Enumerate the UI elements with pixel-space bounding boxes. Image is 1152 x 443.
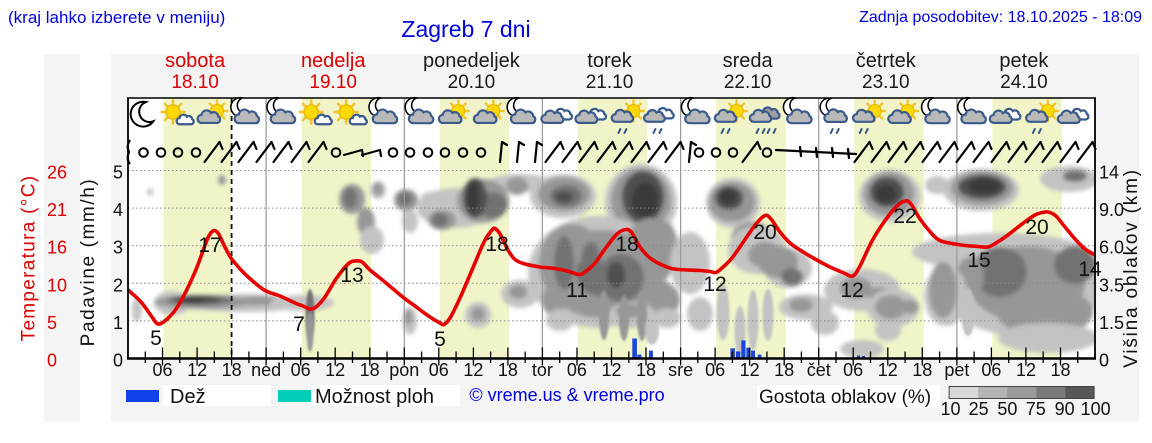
svg-text:ponedeljek: ponedeljek <box>423 50 521 72</box>
svg-text:torek: torek <box>587 50 632 72</box>
svg-text:5: 5 <box>150 327 162 350</box>
svg-text:12: 12 <box>703 273 726 296</box>
svg-text:5: 5 <box>47 313 57 333</box>
svg-text:4: 4 <box>113 200 123 220</box>
svg-text:9.0: 9.0 <box>1099 200 1124 220</box>
svg-text:0: 0 <box>47 351 57 371</box>
svg-text:12: 12 <box>325 360 345 380</box>
svg-text:12: 12 <box>878 360 898 380</box>
svg-text:12: 12 <box>1016 360 1036 380</box>
svg-text:26: 26 <box>47 163 67 183</box>
svg-text:sre: sre <box>668 360 693 380</box>
svg-text:10: 10 <box>47 275 67 295</box>
svg-text:75: 75 <box>1026 399 1046 419</box>
svg-text:6.0: 6.0 <box>1099 238 1124 258</box>
svg-text:Zadnja posodobitev: 18.10.2025: Zadnja posodobitev: 18.10.2025 - 18:09 <box>859 9 1142 26</box>
svg-text:0: 0 <box>113 351 123 371</box>
svg-text:18: 18 <box>485 233 508 256</box>
svg-text:90: 90 <box>1055 399 1075 419</box>
svg-text:5: 5 <box>434 328 446 351</box>
svg-text:20.10: 20.10 <box>448 72 496 93</box>
svg-text:sreda: sreda <box>723 50 774 72</box>
svg-text:50: 50 <box>997 399 1017 419</box>
svg-text:18: 18 <box>360 360 380 380</box>
svg-text:06: 06 <box>152 360 172 380</box>
svg-text:20: 20 <box>1025 216 1048 239</box>
svg-text:12: 12 <box>740 360 760 380</box>
svg-text:3.5: 3.5 <box>1099 275 1124 295</box>
svg-text:Zagreb 7 dni: Zagreb 7 dni <box>401 16 530 42</box>
svg-text:25: 25 <box>969 399 989 419</box>
svg-text:Višina oblakov (km): Višina oblakov (km) <box>1121 168 1142 368</box>
svg-text:23.10: 23.10 <box>862 72 910 93</box>
svg-text:1: 1 <box>113 313 123 333</box>
svg-text:1.5: 1.5 <box>1099 313 1124 333</box>
svg-text:21: 21 <box>47 200 67 220</box>
svg-text:12: 12 <box>601 360 621 380</box>
svg-text:20: 20 <box>753 221 776 244</box>
svg-text:18: 18 <box>222 360 242 380</box>
svg-text:18: 18 <box>636 360 656 380</box>
svg-text:06: 06 <box>981 360 1001 380</box>
svg-text:18: 18 <box>1050 360 1070 380</box>
svg-text:tor: tor <box>532 360 553 380</box>
svg-text:0: 0 <box>1099 351 1109 371</box>
svg-text:7: 7 <box>293 313 305 336</box>
svg-text:18: 18 <box>615 233 638 256</box>
svg-text:Gostota oblakov (%): Gostota oblakov (%) <box>759 387 931 408</box>
svg-text:21.10: 21.10 <box>586 72 634 93</box>
svg-text:06: 06 <box>705 360 725 380</box>
svg-text:nedelja: nedelja <box>301 50 366 72</box>
svg-text:(kraj lahko izberete v meniju): (kraj lahko izberete v meniju) <box>8 8 225 27</box>
svg-text:Padavine (mm/h): Padavine (mm/h) <box>78 178 99 347</box>
svg-text:19.10: 19.10 <box>309 72 357 93</box>
svg-text:14: 14 <box>1078 258 1102 281</box>
svg-text:Temperatura (°C): Temperatura (°C) <box>19 175 40 342</box>
svg-text:pon: pon <box>389 360 419 380</box>
svg-text:5: 5 <box>113 163 123 183</box>
svg-text:18: 18 <box>774 360 794 380</box>
svg-text:3: 3 <box>113 238 123 258</box>
svg-text:11: 11 <box>566 279 588 302</box>
svg-text:18: 18 <box>498 360 518 380</box>
svg-text:12: 12 <box>463 360 483 380</box>
svg-text:06: 06 <box>429 360 449 380</box>
svg-text:100: 100 <box>1081 399 1111 419</box>
svg-text:06: 06 <box>567 360 587 380</box>
svg-text:10: 10 <box>940 399 960 419</box>
svg-text:22: 22 <box>893 205 916 228</box>
svg-text:18: 18 <box>912 360 932 380</box>
svg-text:ned: ned <box>251 360 281 380</box>
svg-text:14: 14 <box>1099 163 1119 183</box>
svg-text:15: 15 <box>967 249 990 272</box>
svg-text:22.10: 22.10 <box>724 72 772 93</box>
svg-text:17: 17 <box>198 234 221 257</box>
svg-text:13: 13 <box>340 264 363 287</box>
svg-text:12: 12 <box>187 360 207 380</box>
svg-text:četrtek: četrtek <box>856 50 917 72</box>
svg-text:© vreme.us & vreme.pro: © vreme.us & vreme.pro <box>469 385 664 405</box>
svg-text:sobota: sobota <box>165 50 226 72</box>
svg-text:2: 2 <box>113 275 123 295</box>
svg-text:Dež: Dež <box>170 386 206 408</box>
svg-text:petek: petek <box>999 50 1049 72</box>
svg-text:18.10: 18.10 <box>171 72 219 93</box>
svg-text:06: 06 <box>291 360 311 380</box>
svg-text:čet: čet <box>807 360 831 380</box>
svg-text:12: 12 <box>840 279 863 302</box>
svg-text:06: 06 <box>843 360 863 380</box>
svg-text:pet: pet <box>944 360 969 380</box>
svg-text:16: 16 <box>47 238 67 258</box>
svg-text:24.10: 24.10 <box>1000 72 1048 93</box>
svg-text:Možnost ploh: Možnost ploh <box>315 386 434 408</box>
